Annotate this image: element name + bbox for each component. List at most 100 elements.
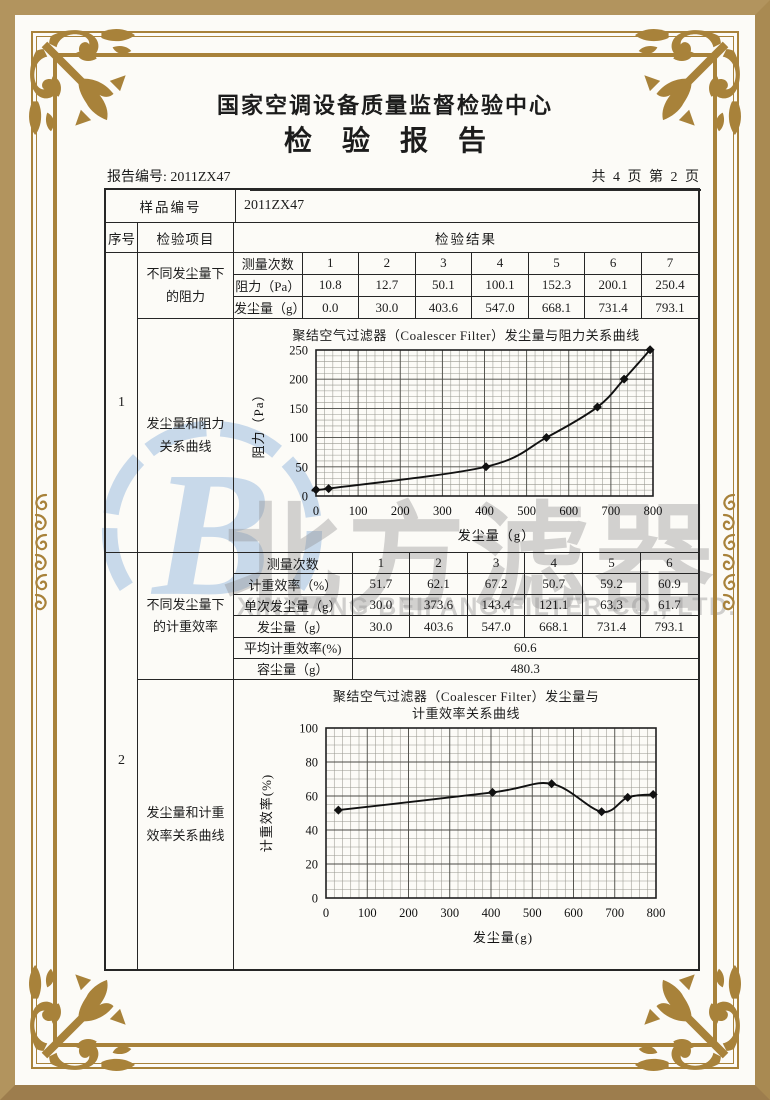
cell-value: 143.4 — [466, 594, 526, 617]
cell-value: 63.3 — [582, 594, 641, 617]
cell-value: 61.7 — [639, 594, 698, 617]
table-row: 阻力（Pa） 10.8 12.7 50.1 100.1 152.3 200.1 250.4 — [234, 273, 698, 298]
cell-value: 5 — [582, 553, 641, 575]
svg-text:500: 500 — [523, 906, 542, 920]
table-row: 测量次数 1 2 3 4 5 6 7 — [234, 253, 698, 275]
svg-text:300: 300 — [440, 906, 459, 920]
cell-value: 100.1 — [471, 273, 529, 298]
row-label: 阻力（Pa） — [234, 273, 303, 298]
cell-value: 1 — [301, 253, 360, 275]
row-label: 容尘量（g） — [234, 657, 353, 679]
cell-value: 2 — [358, 253, 416, 275]
cell-value: 668.1 — [524, 615, 584, 638]
row-label: 测量次数 — [234, 253, 303, 275]
cell-value: 51.7 — [351, 573, 411, 596]
table-row: 测量次数 1 2 3 4 5 6 — [234, 553, 698, 575]
chart2-title-line2: 计重效率关系曲线 — [411, 706, 520, 721]
table-row: 发尘量（g） 30.0 403.6 547.0 668.1 731.4 793.1 — [234, 615, 698, 638]
svg-text:100: 100 — [289, 431, 308, 445]
cell-value: 67.2 — [466, 573, 526, 596]
svg-text:100: 100 — [349, 504, 368, 518]
svg-text:600: 600 — [559, 504, 578, 518]
cell-value: 793.1 — [639, 615, 698, 638]
cell-value: 6 — [639, 553, 698, 575]
svg-text:800: 800 — [647, 906, 666, 920]
table-row: 计重效率（%） 51.7 62.1 67.2 50.7 59.2 60.9 — [234, 573, 698, 596]
svg-text:200: 200 — [399, 906, 418, 920]
cell-value: 10.8 — [301, 273, 360, 298]
svg-text:400: 400 — [475, 504, 494, 518]
table-row: 平均计重效率(%) 60.6 — [234, 636, 698, 659]
cell-value: 547.0 — [466, 615, 526, 638]
cell-value: 59.2 — [582, 573, 641, 596]
cell-value: 250.4 — [640, 273, 698, 298]
cell-value: 547.0 — [471, 296, 529, 318]
svg-text:50: 50 — [296, 460, 309, 474]
seq-number-2: 2 — [106, 553, 138, 969]
resistance-data-table: 测量次数 1 2 3 4 5 6 7 阻力（Pa） 10.8 12.7 50.1 100.1 152.3 2… — [234, 253, 698, 318]
svg-text:700: 700 — [605, 906, 624, 920]
table-row: 单次发尘量（g） 30.0 373.6 143.4 121.1 63.3 61.7 — [234, 594, 698, 617]
svg-text:20: 20 — [306, 858, 319, 872]
cell-value: 7 — [640, 253, 698, 275]
item-label-resistance: 不同发尘量下的阻力 — [138, 253, 234, 318]
row-label: 测量次数 — [234, 553, 353, 575]
efficiency-chart: 0 100 200 300 400 500 600 700 800 0 20 40 60 80 100 发尘量… — [259, 722, 666, 945]
svg-text:100: 100 — [358, 906, 377, 920]
svg-text:700: 700 — [602, 504, 621, 518]
col-header-seq: 序号 — [106, 223, 138, 252]
svg-text:500: 500 — [517, 504, 536, 518]
cell-value: 30.0 — [351, 594, 411, 617]
cell-value: 403.6 — [409, 615, 468, 638]
svg-text:发尘量(g): 发尘量(g) — [473, 930, 533, 945]
page-info: 共 4 页 第 2 页 — [591, 170, 701, 185]
cell-value: 50.1 — [414, 273, 473, 298]
col-header-result: 检验结果 — [435, 231, 497, 247]
cell-value: 200.1 — [584, 273, 642, 298]
cell-value: 1 — [351, 553, 411, 575]
chart1-title: 聚结空气过滤器（Coalescer Filter）发尘量与阻力关系曲线 — [292, 328, 640, 343]
cell-value: 480.3 — [351, 657, 698, 679]
row-label: 单次发尘量（g） — [234, 594, 353, 617]
cell-value: 4 — [471, 253, 529, 275]
report-title: 检验报告 — [283, 126, 516, 157]
cell-value: 731.4 — [584, 296, 642, 318]
block-efficiency: 2 不同发尘量下的计重效率 测量次数 1 2 3 4 5 6 计重效率（%） 51.7 62.1 6… — [106, 553, 698, 969]
cell-value: 30.0 — [358, 296, 416, 318]
cell-value: 30.0 — [351, 615, 411, 638]
svg-text:150: 150 — [289, 402, 308, 416]
svg-text:计重效率(%): 计重效率(%) — [259, 774, 274, 853]
col-header-item: 检验项目 — [138, 223, 234, 252]
svg-text:400: 400 — [482, 906, 501, 920]
cell-value: 121.1 — [524, 594, 584, 617]
results-table: 样品编号 2011ZX47 序号 检验项目 检验结果 1 不同发尘量下的阻力 — [104, 188, 700, 971]
svg-text:0: 0 — [312, 892, 318, 906]
svg-text:发尘量（g）: 发尘量（g） — [458, 528, 536, 543]
cell-value: 3 — [414, 253, 473, 275]
cell-value: 62.1 — [409, 573, 468, 596]
cell-value: 60.6 — [351, 636, 698, 659]
row-label: 平均计重效率(%) — [234, 636, 353, 659]
row-label: 发尘量（g） — [234, 296, 303, 318]
svg-text:0: 0 — [323, 906, 329, 920]
row-label: 发尘量（g） — [234, 615, 353, 638]
svg-text:300: 300 — [433, 504, 452, 518]
svg-text:阻力（Pa）: 阻力（Pa） — [251, 387, 266, 458]
svg-text:600: 600 — [564, 906, 583, 920]
resistance-chart: 0 100 200 300 400 500 600 700 800 0 50 100 150 200 250… — [251, 344, 662, 543]
org-title: 国家空调设备质量监督检验中心 — [216, 93, 553, 118]
cell-value: 4 — [524, 553, 584, 575]
svg-text:60: 60 — [306, 790, 319, 804]
item-label-efficiency-curve: 发尘量和计重效率关系曲线 — [138, 680, 234, 969]
report-number: 报告编号: 2011ZX47 — [107, 170, 231, 185]
report-meta-row: 报告编号: 2011ZX47 共 4 页 第 2 页 — [105, 162, 701, 191]
svg-text:200: 200 — [391, 504, 410, 518]
table-header-row: 序号 检验项目 检验结果 — [106, 223, 698, 253]
cell-value: 793.1 — [640, 296, 698, 318]
sample-no-value: 2011ZX47 — [244, 198, 305, 213]
cell-value: 12.7 — [358, 273, 416, 298]
meta-divider — [250, 189, 701, 191]
cell-value: 60.9 — [639, 573, 698, 596]
cell-value: 2 — [409, 553, 468, 575]
